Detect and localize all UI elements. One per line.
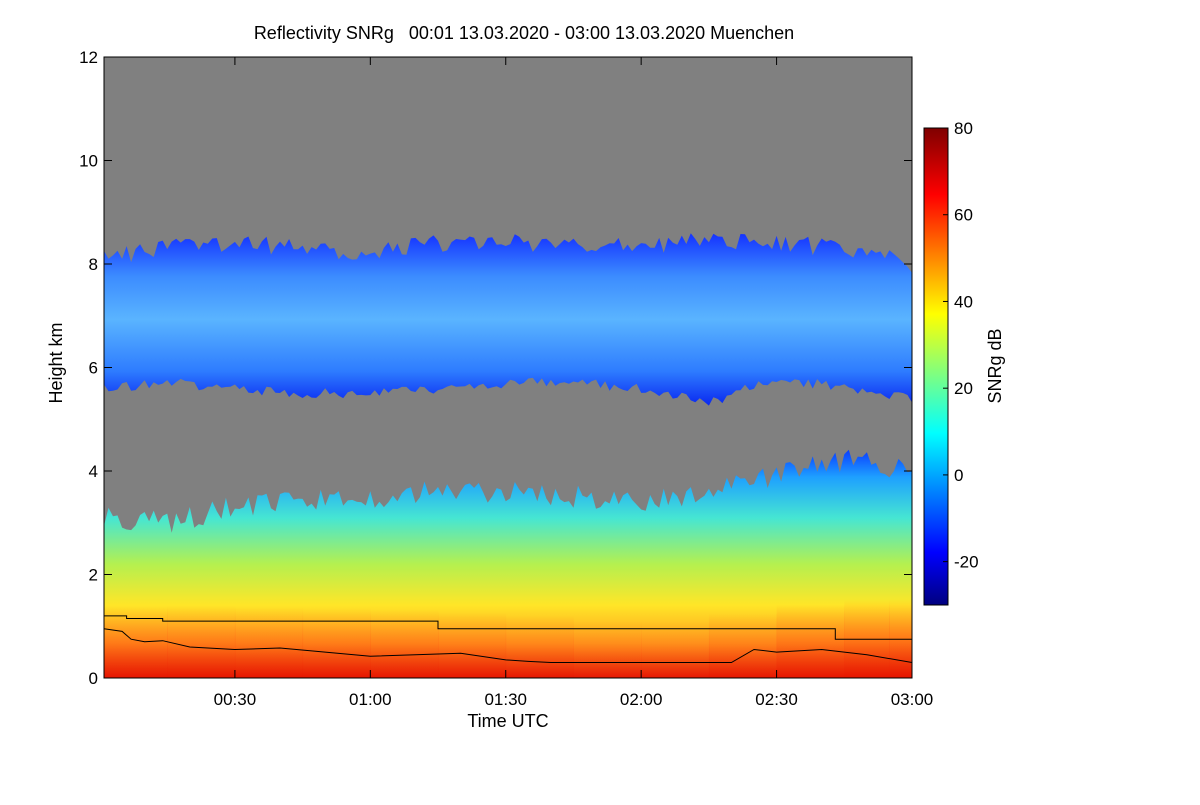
y-axis: 0 2 4 6 8 10 12 (79, 48, 912, 688)
x-tick-label: 02:00 (620, 690, 663, 709)
x-tick-label: 03:00 (891, 690, 934, 709)
surface-band-segment (302, 608, 371, 678)
colorbar-tick-label: 0 (954, 466, 963, 485)
y-tick-label: 2 (89, 566, 98, 585)
colorbar-tick-label: 20 (954, 379, 973, 398)
reflectivity-field (104, 233, 912, 678)
colorbar: -20 0 20 40 60 80 SNRg dB (923, 119, 1005, 606)
surface-band-segment (573, 620, 642, 678)
colorbar-tick-label: 80 (954, 119, 973, 138)
y-tick-label: 10 (79, 152, 98, 171)
y-tick-label: 4 (89, 462, 98, 481)
surface-band-segment (708, 613, 778, 678)
y-axis-label: Height km (46, 322, 66, 403)
surface-band-segment (641, 621, 710, 678)
x-tick-label: 00:30 (214, 690, 257, 709)
surface-band-segment (234, 607, 304, 678)
colorbar-tick-label: -20 (954, 553, 979, 572)
surface-band-segment (167, 605, 236, 678)
x-axis: 00:30 01:00 01:30 02:00 02:30 03:00 (214, 57, 934, 709)
x-axis-label: Time UTC (467, 711, 548, 731)
y-tick-label: 6 (89, 359, 98, 378)
surface-band-segment (104, 606, 168, 678)
chart-title: Reflectivity SNRg 00:01 13.03.2020 - 03:… (254, 23, 794, 43)
boundary-line (104, 628, 912, 663)
colorbar-gradient (923, 127, 949, 606)
surface-band-segment (776, 604, 845, 678)
y-tick-label: 8 (89, 255, 98, 274)
x-tick-label: 01:00 (349, 690, 392, 709)
boundary-line (104, 615, 912, 640)
colorbar-ticks: -20 0 20 40 60 80 (943, 119, 979, 572)
boundary-lines (104, 615, 912, 663)
colorbar-tick-label: 40 (954, 292, 973, 311)
surface-band-segment (889, 599, 912, 678)
surface-band-segment (438, 612, 507, 678)
upper-cloud-layer (104, 233, 912, 406)
y-tick-label: 12 (79, 48, 98, 67)
y-tick-label: 0 (89, 669, 98, 688)
surface-band-segment (505, 615, 574, 678)
colorbar-label: SNRg dB (985, 328, 1005, 403)
colorbar-tick-label: 60 (954, 206, 973, 225)
x-tick-label: 01:30 (484, 690, 527, 709)
surface-band-segment (370, 609, 439, 678)
x-tick-label: 02:30 (755, 690, 798, 709)
